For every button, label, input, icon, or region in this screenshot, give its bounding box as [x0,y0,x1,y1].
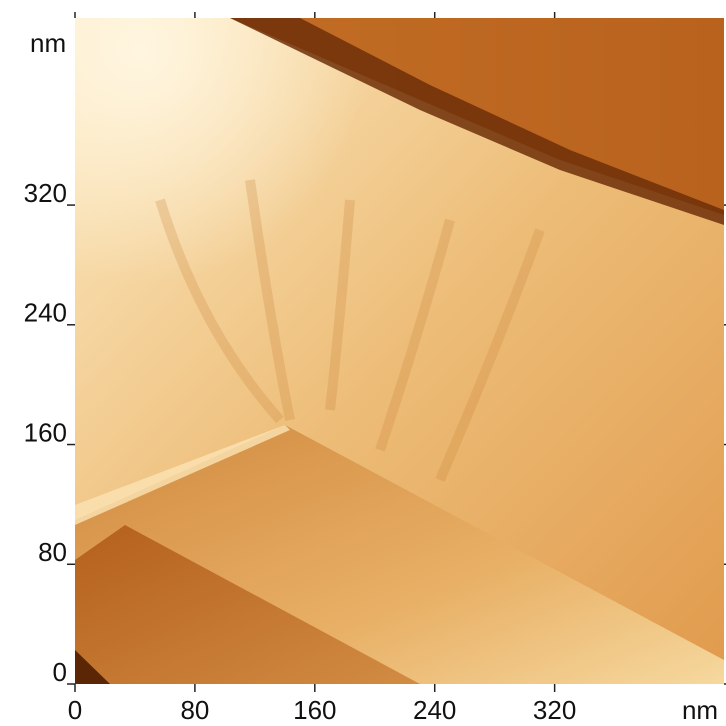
y-tick-label: 320 [24,178,67,208]
x-tick-label: 240 [413,695,456,725]
x-tick-label: 320 [533,695,576,725]
afm-image [75,18,724,684]
y-tick-label: 240 [24,298,67,328]
y-tick-label: 160 [24,417,67,447]
x-tick-label: 80 [180,695,209,725]
x-tick-label: 160 [293,695,336,725]
y-tick-label: 80 [38,537,67,567]
y-tick-label: 0 [53,657,67,687]
x-axis-label: nm [682,695,718,725]
y-axis-label: nm [30,28,66,58]
x-tick-label: 0 [68,695,82,725]
